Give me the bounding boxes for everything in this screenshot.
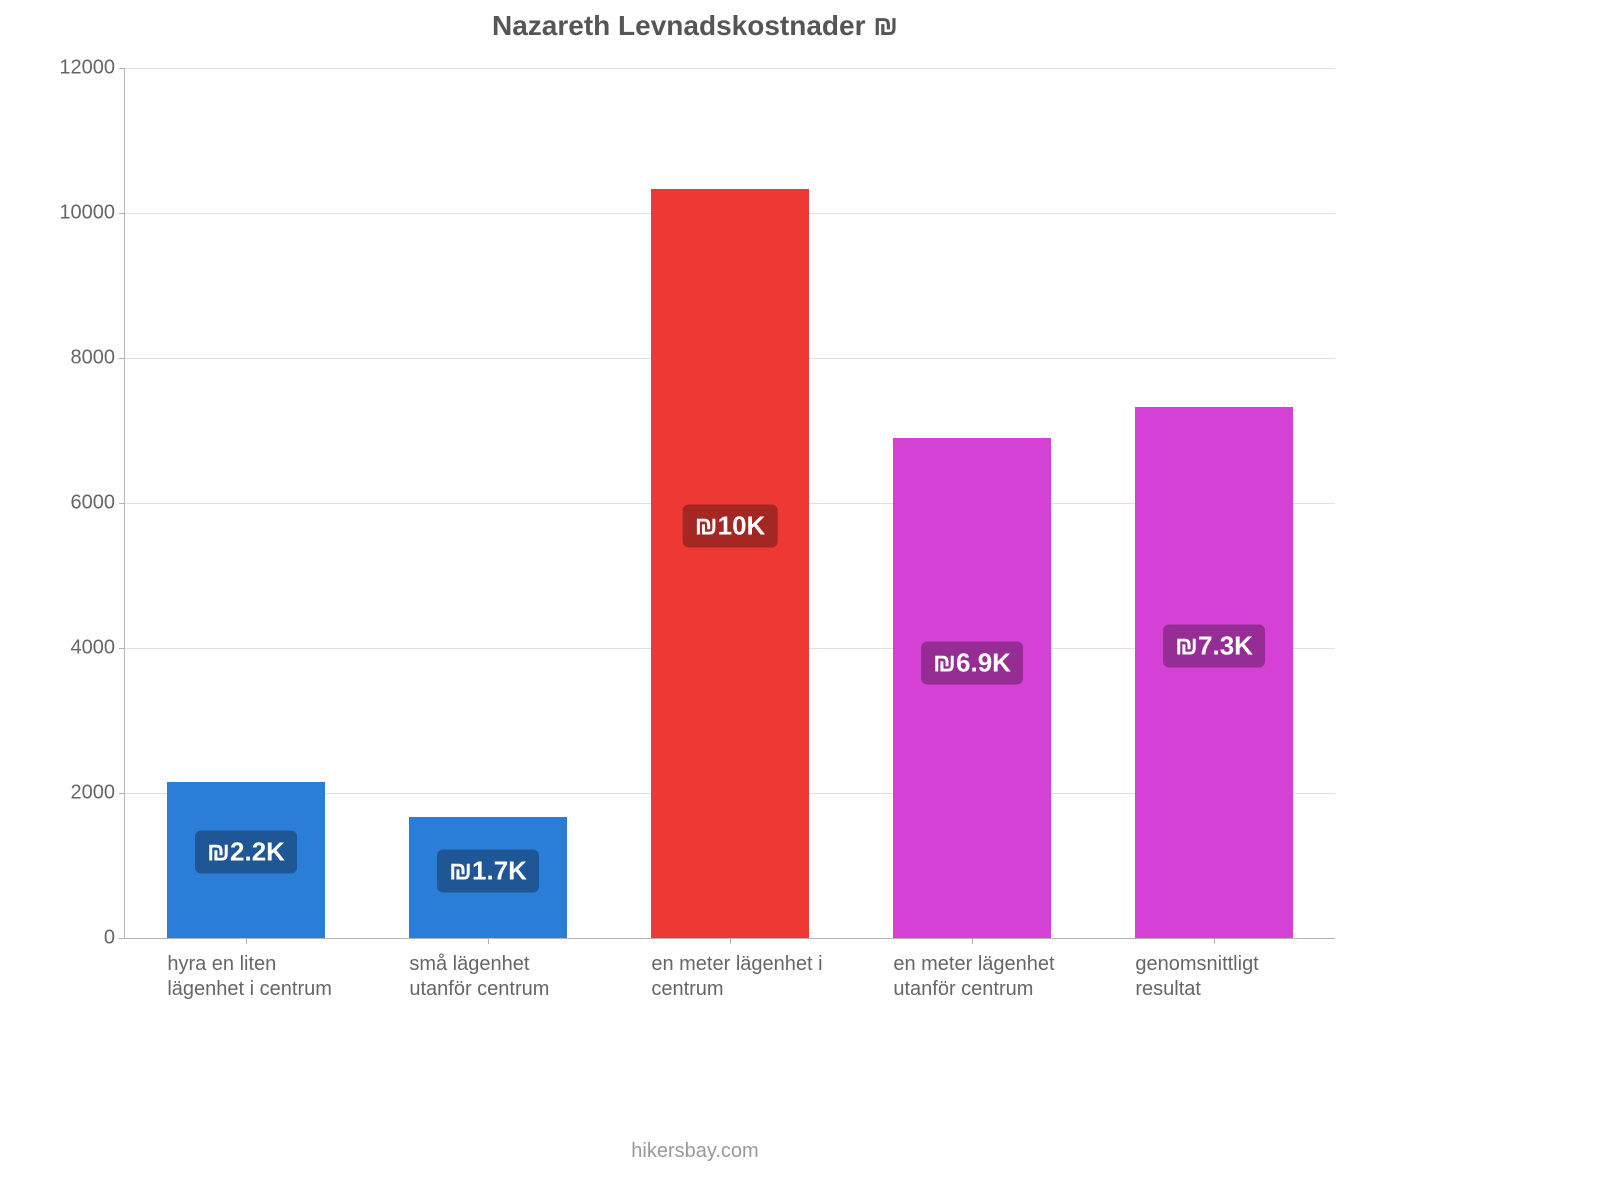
y-tick-label: 0 <box>104 927 125 950</box>
y-tick-label: 12000 <box>59 57 125 80</box>
attribution: hikersbay.com <box>50 1140 1340 1163</box>
bar-value-label: ₪2.2K <box>195 831 297 874</box>
x-tick-label: hyra en liten lägenhet i centrum <box>167 938 339 1002</box>
y-tick-label: 6000 <box>71 492 126 515</box>
bar <box>893 438 1050 938</box>
bar-value-label: ₪1.7K <box>437 850 539 893</box>
x-tick-label: en meter lägenhet i centrum <box>651 938 823 1002</box>
bar-value-label: ₪10K <box>683 505 778 548</box>
y-tick-label: 2000 <box>71 782 126 805</box>
bar-value-label: ₪6.9K <box>921 641 1023 684</box>
x-tick-label: en meter lägenhet utanför centrum <box>893 938 1065 1002</box>
x-tick-label: små lägenhet utanför centrum <box>409 938 581 1002</box>
bar-value-label: ₪7.3K <box>1163 624 1265 667</box>
y-tick-label: 8000 <box>71 347 126 370</box>
y-tick-label: 10000 <box>59 202 125 225</box>
bar <box>651 189 808 938</box>
bar <box>1135 407 1292 938</box>
gridline <box>125 68 1335 69</box>
x-tick-label: genomsnittligt resultat <box>1135 938 1307 1002</box>
cost-of-living-chart: Nazareth Levnadskostnader ₪ 020004000600… <box>50 10 1340 1180</box>
chart-title: Nazareth Levnadskostnader ₪ <box>50 10 1340 42</box>
y-tick-label: 4000 <box>71 637 126 660</box>
plot-area: 020004000600080001000012000₪2.2Khyra en … <box>124 68 1335 939</box>
